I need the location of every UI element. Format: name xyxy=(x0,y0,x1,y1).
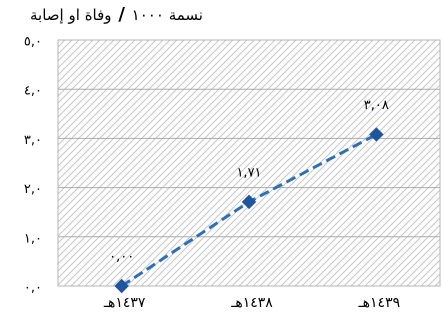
x-tick-label: ١٤٣٩هـ xyxy=(358,295,401,311)
data-label: ١,٧١ xyxy=(236,165,261,180)
title-word: وفاة xyxy=(84,6,112,24)
y-tick-label: ٢,٠ xyxy=(24,182,42,197)
y-axis: ٠,٠ ١,٠ ٢,٠ ٣,٠ ٤,٠ ٥,٠ xyxy=(24,35,42,296)
x-axis: ١٤٣٧هـ ١٤٣٨هـ ١٤٣٩هـ xyxy=(103,295,400,311)
data-point-marker xyxy=(369,127,384,142)
y-tick-label: ٣,٠ xyxy=(24,133,42,148)
data-labels: ٠,٠٠ ١,٧١ ٣,٠٨ xyxy=(109,98,389,265)
data-point-marker xyxy=(241,194,257,210)
x-tick-label: ١٤٣٨هـ xyxy=(230,295,273,311)
y-axis-title: إصابة او وفاة / ١٠٠٠ نسمة xyxy=(30,4,203,26)
x-tick-label: ١٤٣٧هـ xyxy=(103,295,146,311)
title-word: نسمة xyxy=(168,6,203,24)
y-tick-label: ٥,٠ xyxy=(24,35,42,50)
y-tick-label: ١,٠ xyxy=(24,231,42,246)
y-tick-label: ٠,٠ xyxy=(24,281,42,296)
title-word: إصابة xyxy=(30,6,64,24)
data-point-marker xyxy=(114,278,129,294)
plot-area xyxy=(58,40,440,286)
title-word: ١٠٠٠ xyxy=(131,6,164,24)
data-label: ٣,٠٨ xyxy=(364,98,389,113)
plot-border xyxy=(57,39,441,287)
title-word: او xyxy=(68,6,80,24)
data-label: ٠,٠٠ xyxy=(109,250,134,265)
data-point-markers xyxy=(114,127,384,294)
y-tick-label: ٤,٠ xyxy=(24,84,42,99)
title-slash: / xyxy=(118,4,125,25)
